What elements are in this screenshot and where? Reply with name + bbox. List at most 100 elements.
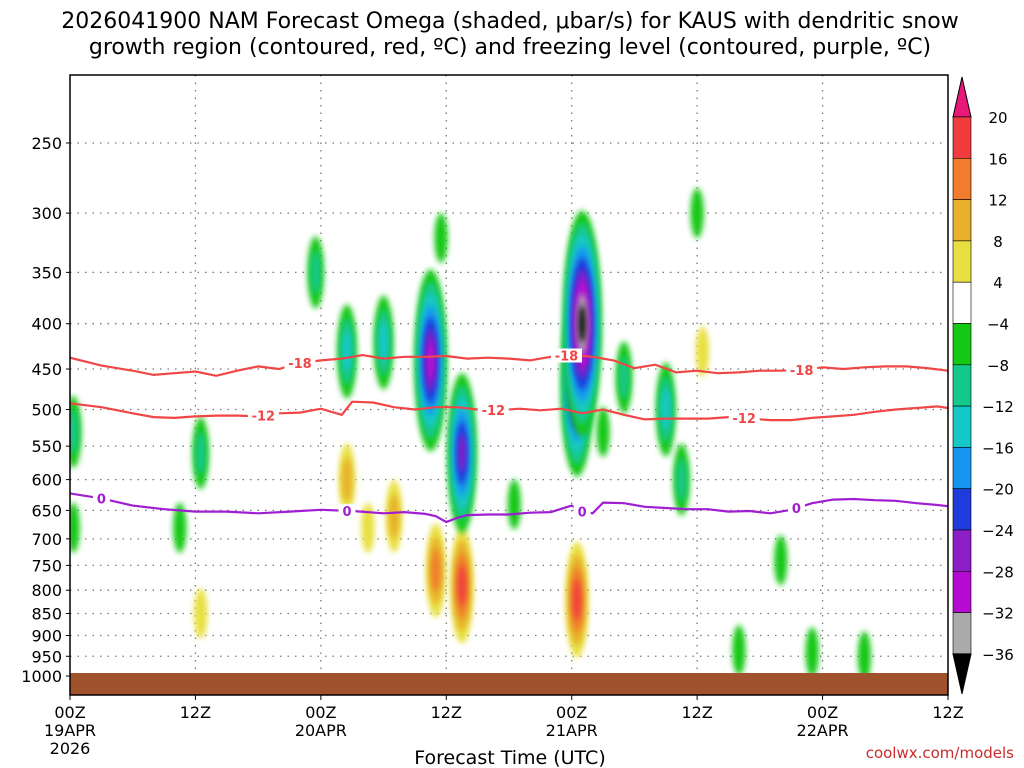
xtick-label-2-0: 00Z	[305, 703, 336, 722]
omega-feature-19	[615, 341, 633, 414]
omega-band-5-3	[431, 549, 441, 592]
omega-band-26-6	[458, 433, 466, 473]
contour-label-0-0: -18	[288, 357, 312, 372]
ground-surface	[70, 673, 948, 695]
omega-band-0-1	[194, 588, 208, 639]
colorbar-swatch-4	[952, 240, 972, 283]
colorbar-label-2: 12	[988, 192, 1007, 210]
xtick-label-1-0: 12Z	[180, 703, 211, 722]
ytick-label-850: 850	[31, 605, 62, 624]
colorbar-swatch-9	[952, 447, 972, 489]
contour-label-0-2: -18	[790, 364, 814, 379]
colorbar-label-11: −28	[982, 563, 1014, 581]
contour-label-2-3: 0	[792, 502, 801, 517]
ytick-label-500: 500	[31, 401, 62, 420]
colorbar-label-13: −36	[982, 646, 1014, 664]
omega-band-9-1	[173, 502, 187, 553]
ytick-label-800: 800	[31, 581, 62, 600]
omega-band-11-1	[507, 479, 521, 530]
ytick-label-400: 400	[31, 315, 62, 334]
colorbar-label-8: −16	[982, 439, 1014, 457]
ytick-label-1000: 1000	[21, 667, 62, 686]
omega-band-23-3	[342, 330, 352, 373]
contour-label-0-1: -18	[555, 350, 579, 365]
omega-feature-16	[805, 627, 819, 678]
ytick-label-350: 350	[31, 263, 62, 282]
ytick-label-700: 700	[31, 530, 62, 549]
omega-band-1-1	[361, 502, 375, 553]
omega-band-15-1	[732, 625, 746, 676]
omega-feature-23	[337, 304, 357, 399]
contour-label-2-2: 0	[578, 506, 587, 521]
xtick-label-3-0: 12Z	[431, 703, 462, 722]
colorbar-swatch-12	[952, 570, 972, 613]
omega-band-20-2	[195, 430, 206, 476]
contour-label-bg-0-0	[284, 355, 316, 370]
colorbar-label-12: −32	[982, 605, 1014, 623]
colorbar: 20 16 12 8 4 −4 −8 −12 −16 −20 −24 −28 −32 −36	[952, 76, 1014, 695]
contour-label-2-0: 0	[97, 492, 106, 507]
omega-band-8-1	[70, 502, 80, 553]
xtick-label-2-1: 20APR	[295, 721, 347, 740]
colorbar-top-arrow	[952, 76, 972, 118]
plot-frame	[69, 74, 949, 696]
colorbar-label-3: 8	[993, 233, 1003, 251]
contour-label-bg-0-1	[550, 348, 582, 363]
ytick-label-950: 950	[31, 647, 62, 666]
xtick-label-0-2: 2026	[50, 739, 91, 758]
omega-feature-17	[857, 631, 871, 682]
omega-band-2-1	[695, 326, 709, 377]
colorbar-label-5: −4	[987, 316, 1009, 334]
y-axis-ticks: 250 300 350 400 450 500 550 600 650 700 750 800 850 9…	[21, 134, 70, 686]
contour-1	[70, 400, 948, 422]
omega-feature-1	[361, 502, 375, 553]
temperature-contours: -18 -18 -18 -12 -12 -12 0 0 0 0	[70, 348, 948, 524]
omega-band-21-2	[310, 250, 321, 295]
omega-shading	[70, 188, 871, 682]
omega-band-7-4	[572, 579, 581, 620]
contour-label-bg-1-0	[247, 408, 279, 423]
colorbar-swatch-13	[952, 612, 972, 655]
xtick-label-6-0: 00Z	[807, 703, 838, 722]
omega-feature-8	[70, 502, 80, 553]
omega-feature-20	[192, 417, 209, 490]
colorbar-label-10: −24	[982, 522, 1014, 540]
ground-fill	[70, 673, 948, 695]
colorbar-label-4: 4	[993, 274, 1003, 292]
omega-band-17-1	[857, 631, 871, 682]
colorbar-label-9: −20	[982, 481, 1014, 499]
omega-band-12-1	[596, 406, 610, 457]
contour-label-bg-0-2	[786, 362, 818, 377]
contour-label-bg-2-3	[787, 501, 805, 516]
omega-band-14-1	[774, 535, 788, 586]
omega-band-4-2	[389, 494, 400, 539]
omega-feature-13	[690, 188, 704, 239]
xtick-label-0-1: 19APR	[44, 721, 96, 740]
colorbar-swatch-6	[952, 323, 972, 366]
omega-feature-0	[194, 588, 208, 639]
colorbar-label-1: 16	[988, 150, 1007, 168]
omega-band-27-7	[427, 341, 435, 380]
xtick-label-7-0: 12Z	[932, 703, 963, 722]
chart-title-line-2: growth region (contoured, red, ºC) and f…	[89, 35, 931, 60]
colorbar-swatch-7	[952, 364, 972, 407]
credit-link[interactable]: coolwx.com/models	[866, 744, 1014, 762]
colorbar-swatch-8	[952, 405, 972, 448]
omega-feature-14	[774, 535, 788, 586]
colorbar-swatch-5	[952, 281, 972, 324]
omega-band-6-4	[457, 565, 466, 606]
omega-band-24-3	[379, 321, 388, 364]
contour-label-1-2: -12	[732, 412, 756, 427]
contour-label-1-0: -12	[252, 410, 276, 425]
ytick-label-550: 550	[31, 437, 62, 456]
x-axis-title: Forecast Time (UTC)	[414, 747, 605, 768]
omega-band-16-1	[805, 627, 819, 678]
omega-feature-5	[426, 523, 446, 618]
ytick-label-900: 900	[31, 626, 62, 645]
xtick-label-4-1: 21APR	[546, 721, 598, 740]
ytick-label-600: 600	[31, 471, 62, 490]
omega-feature-24	[373, 295, 394, 390]
contour-label-bg-2-1	[338, 503, 356, 518]
